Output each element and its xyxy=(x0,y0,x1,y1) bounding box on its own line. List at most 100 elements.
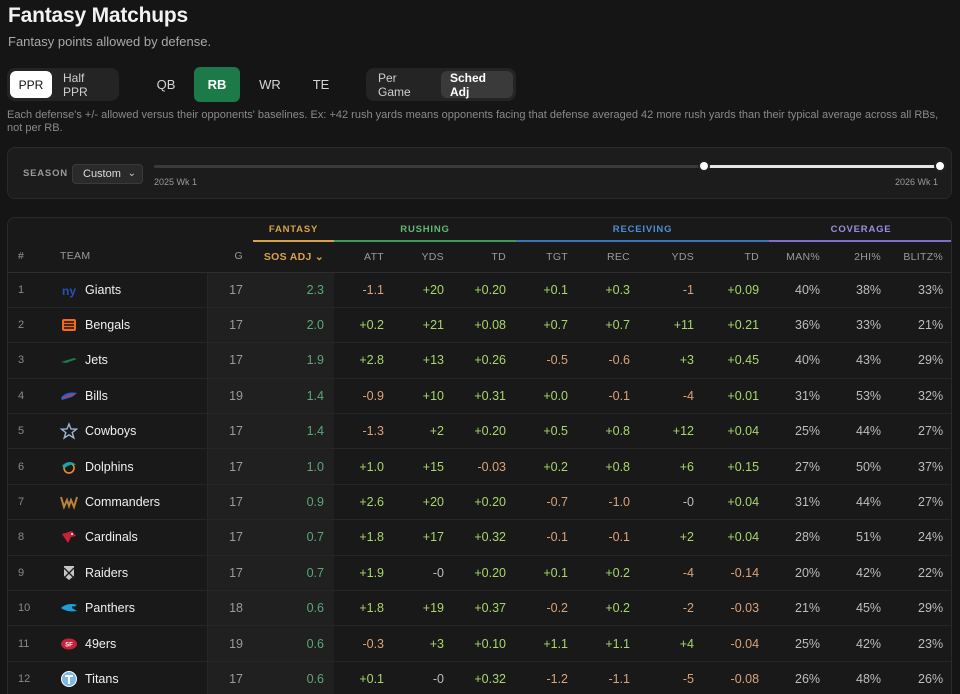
att-cell: +2.8 xyxy=(334,342,394,379)
team-cell[interactable]: Dolphins xyxy=(50,448,207,485)
rank-cell: 9 xyxy=(8,555,50,592)
att-cell: +1.8 xyxy=(334,590,394,627)
position-tab-wr[interactable]: WR xyxy=(259,77,281,92)
team-cell[interactable]: SF 49ers xyxy=(50,625,207,662)
scoring-half-ppr-option[interactable]: Half PPR xyxy=(63,70,88,99)
team-cell[interactable]: Cardinals xyxy=(50,519,207,556)
blitz-cell: 29% xyxy=(891,342,951,379)
table-row[interactable]: 3 Jets 17 1.9 +2.8 +13 +0.26 -0.5 -0.6 +3 +0.45 40%… xyxy=(8,342,951,379)
col-team[interactable]: TEAM xyxy=(50,241,207,273)
group-rushing: RUSHING xyxy=(334,218,517,242)
rush-td-cell: +0.26 xyxy=(454,342,517,379)
team-cell[interactable]: Bengals xyxy=(50,307,207,344)
mode-per-game-option[interactable]: Per Game xyxy=(378,70,411,99)
rec-cell: +0.8 xyxy=(578,448,641,485)
range-start-handle[interactable] xyxy=(698,160,711,172)
position-tab-qb[interactable]: QB xyxy=(156,77,176,92)
team-name: Cardinals xyxy=(85,530,138,545)
col-rush-att[interactable]: ATT xyxy=(334,241,394,273)
team-cell[interactable]: Titans xyxy=(50,661,207,694)
att-cell: +1.9 xyxy=(334,555,394,592)
att-cell: +1.0 xyxy=(334,448,394,485)
table-row[interactable]: 9 Raiders 17 0.7 +1.9 -0 +0.20 +0.1 +0.2 -4 -0.14 2… xyxy=(8,555,951,592)
man-cell: 28% xyxy=(769,519,831,556)
tgt-cell: -0.7 xyxy=(516,484,579,521)
man-cell: 31% xyxy=(769,484,831,521)
position-tab-te[interactable]: TE xyxy=(312,77,330,92)
two-hi-cell: 53% xyxy=(830,378,892,415)
table-row[interactable]: 12 Titans 17 0.6 +0.1 -0 +0.32 -1.2 -1.1 -5 -0.08 2… xyxy=(8,661,951,694)
team-cell[interactable]: Raiders xyxy=(50,555,207,592)
team-cell[interactable]: Panthers xyxy=(50,590,207,627)
team-cell[interactable]: Commanders xyxy=(50,484,207,521)
sos-adj-cell: 2.0 xyxy=(253,307,334,344)
group-coverage: COVERAGE xyxy=(769,218,951,242)
two-hi-cell: 45% xyxy=(830,590,892,627)
rec-td-cell: +0.15 xyxy=(704,448,770,485)
col-rec[interactable]: REC xyxy=(578,241,641,273)
col-games[interactable]: G xyxy=(207,241,253,273)
col-rec-td[interactable]: TD xyxy=(704,241,770,273)
rush-td-cell: +0.31 xyxy=(454,378,517,415)
rec-cell: -0.6 xyxy=(578,342,641,379)
season-select[interactable]: Custom ⌄ xyxy=(72,164,143,184)
team-cell[interactable]: Jets xyxy=(50,342,207,379)
games-cell: 17 xyxy=(206,307,253,344)
table-row[interactable]: 1 ny Giants 17 2.3 -1.1 +20 +0.20 +0.1 +0.3 -1 +0.0… xyxy=(8,272,951,308)
season-select-value: Custom xyxy=(83,168,121,180)
two-hi-cell: 38% xyxy=(830,272,892,308)
team-cell[interactable]: Bills xyxy=(50,378,207,415)
blitz-cell: 33% xyxy=(891,272,951,308)
range-end-handle[interactable] xyxy=(934,160,946,172)
man-cell: 25% xyxy=(769,413,831,450)
rec-cell: +0.3 xyxy=(578,272,641,308)
panthers-logo-icon xyxy=(60,599,78,617)
table-row[interactable]: 10 Panthers 18 0.6 +1.8 +19 +0.37 -0.2 +0.2 -2 -0.… xyxy=(8,590,951,627)
rush-td-cell: +0.32 xyxy=(454,519,517,556)
table-row[interactable]: 4 Bills 19 1.4 -0.9 +10 +0.31 +0.0 -0.1 -4 +0.01 31… xyxy=(8,378,951,415)
scoring-ppr-option[interactable]: PPR xyxy=(10,71,52,98)
table-row[interactable]: 5 Cowboys 17 1.4 -1.3 +2 +0.20 +0.5 +0.8 +12 +0.04… xyxy=(8,413,951,450)
team-cell[interactable]: Cowboys xyxy=(50,413,207,450)
man-cell: 26% xyxy=(769,661,831,694)
rec-yds-cell: +11 xyxy=(640,307,705,344)
position-tab-rb[interactable]: RB xyxy=(194,67,240,102)
table-row[interactable]: 2 Bengals 17 2.0 +0.2 +21 +0.08 +0.7 +0.7 +11 +0.2… xyxy=(8,307,951,344)
col-rush-td[interactable]: TD xyxy=(454,241,517,273)
att-cell: -1.1 xyxy=(334,272,394,308)
col-tgt[interactable]: TGT xyxy=(516,241,579,273)
mode-sched-adj-option[interactable]: Sched Adj xyxy=(441,71,513,99)
col-rank[interactable]: # xyxy=(8,241,50,273)
rush-yds-cell: +3 xyxy=(394,625,454,662)
col-sos-adj[interactable]: SOS ADJ ⌄ xyxy=(253,241,334,273)
table-row[interactable]: 6 Dolphins 17 1.0 +1.0 +15 -0.03 +0.2 +0.8 +6 +0.1… xyxy=(8,448,951,485)
team-cell[interactable]: ny Giants xyxy=(50,272,207,308)
team-name: Jets xyxy=(85,353,108,368)
two-hi-cell: 44% xyxy=(830,413,892,450)
col-rush-yds[interactable]: YDS xyxy=(394,241,454,273)
table-row[interactable]: 8 Cardinals 17 0.7 +1.8 +17 +0.32 -0.1 -0.1 +2 +0.… xyxy=(8,519,951,556)
table-row[interactable]: 7 Commanders 17 0.9 +2.6 +20 +0.20 -0.7 -1.0 -0 +0… xyxy=(8,484,951,521)
tgt-cell: +0.7 xyxy=(516,307,579,344)
rec-yds-cell: -4 xyxy=(640,378,705,415)
man-cell: 40% xyxy=(769,272,831,308)
rec-yds-cell: -1 xyxy=(640,272,705,308)
col-two-hi[interactable]: 2HI% xyxy=(830,241,892,273)
rec-td-cell: +0.04 xyxy=(704,484,770,521)
games-cell: 18 xyxy=(206,590,253,627)
col-rec-yds[interactable]: YDS xyxy=(640,241,705,273)
giants-logo-icon: ny xyxy=(60,281,78,299)
two-hi-cell: 48% xyxy=(830,661,892,694)
titans-logo-icon xyxy=(60,670,78,688)
table-row[interactable]: 11 SF 49ers 19 0.6 -0.3 +3 +0.10 +1.1 +1.1 +4 -0.04… xyxy=(8,625,951,662)
games-cell: 17 xyxy=(206,484,253,521)
rush-yds-cell: +21 xyxy=(394,307,454,344)
col-man[interactable]: MAN% xyxy=(769,241,831,273)
sos-adj-cell: 0.7 xyxy=(253,555,334,592)
rank-cell: 4 xyxy=(8,378,50,415)
rec-cell: +0.2 xyxy=(578,555,641,592)
scoring-toggle: PPR Half PPR xyxy=(7,68,119,101)
week-range-slider[interactable] xyxy=(154,160,946,172)
col-blitz[interactable]: BLITZ% xyxy=(891,241,951,273)
blitz-cell: 27% xyxy=(891,484,951,521)
